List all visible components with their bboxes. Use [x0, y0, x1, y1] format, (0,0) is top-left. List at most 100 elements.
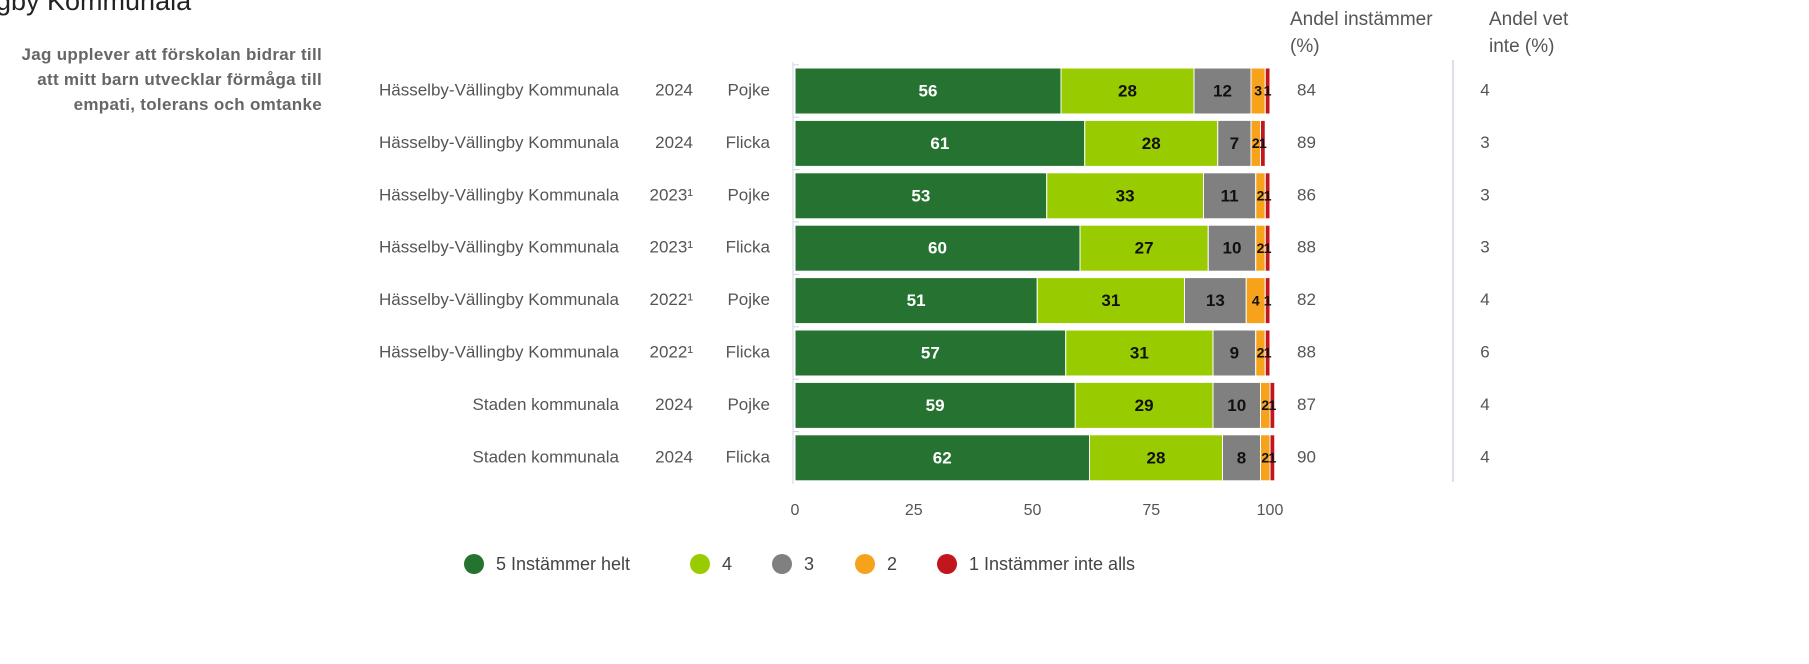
- bar-segment: [794, 329, 1067, 377]
- column-value: 4: [1480, 290, 1489, 309]
- data-label: 61: [930, 134, 949, 153]
- data-label: 1: [1268, 397, 1276, 413]
- data-label: 31: [1130, 343, 1149, 362]
- legend-marker: [690, 554, 710, 574]
- data-label: 1: [1264, 188, 1272, 204]
- data-label: 59: [926, 396, 945, 415]
- data-label: 11: [1221, 186, 1239, 205]
- legend-marker: [855, 554, 875, 574]
- bar-segment: [1264, 172, 1271, 220]
- bar-segment: [1079, 224, 1209, 272]
- group-label: Pojke: [727, 290, 770, 309]
- column-value: 89: [1297, 133, 1316, 152]
- bar-segment: [1084, 119, 1219, 167]
- bar-segment: [1269, 381, 1276, 429]
- year-label: 2022¹: [650, 342, 694, 361]
- bar-segment: [1065, 329, 1214, 377]
- row-label: Staden kommunala: [473, 447, 620, 466]
- bar-segment: [794, 434, 1090, 482]
- data-label: 2: [1261, 397, 1269, 413]
- data-label: 2: [1257, 240, 1265, 256]
- column-value: 6: [1480, 342, 1489, 361]
- row-label: Hässelby-Vällingby Kommunala: [379, 80, 620, 99]
- row-label: Hässelby-Vällingby Kommunala: [379, 290, 620, 309]
- data-label: 57: [921, 343, 940, 362]
- data-label: 33: [1116, 186, 1135, 205]
- row-label: Hässelby-Vällingby Kommunala: [379, 342, 620, 361]
- row-label: Hässelby-Vällingby Kommunala: [379, 238, 620, 257]
- group-label: Flicka: [726, 342, 771, 361]
- bar-segment: [1264, 329, 1271, 377]
- legend-label: 3: [804, 554, 814, 574]
- bar-segment: [1269, 434, 1276, 482]
- year-label: 2023¹: [650, 185, 694, 204]
- data-label: 7: [1230, 134, 1239, 153]
- row-label: Hässelby-Vällingby Kommunala: [379, 185, 620, 204]
- data-label: 1: [1264, 83, 1272, 99]
- legend-label: 4: [722, 554, 732, 574]
- bar-segment: [1074, 381, 1214, 429]
- legend-marker: [937, 554, 957, 574]
- bar-segment: [794, 119, 1086, 167]
- x-tick-label: 0: [791, 502, 800, 519]
- year-label: 2024: [655, 133, 693, 152]
- column-value: 3: [1480, 133, 1489, 152]
- column-value: 87: [1297, 395, 1316, 414]
- bar-segment: [794, 67, 1062, 115]
- legend-marker: [464, 554, 484, 574]
- column-value: 4: [1480, 447, 1489, 466]
- x-tick-label: 100: [1257, 502, 1284, 519]
- data-label: 27: [1135, 239, 1154, 258]
- data-label: 12: [1213, 81, 1232, 100]
- column-value: 88: [1297, 342, 1316, 361]
- bar-segment: [1212, 329, 1257, 377]
- bar-segment: [1184, 277, 1247, 325]
- column-header: Andel instämmer (%): [1290, 9, 1433, 57]
- column-value: 3: [1480, 185, 1489, 204]
- bar-segment: [1193, 67, 1252, 115]
- data-label: 1: [1259, 135, 1267, 151]
- data-label: 1: [1264, 345, 1272, 361]
- legend-label: 2: [887, 554, 897, 574]
- column-value: 88: [1297, 238, 1316, 257]
- bar-segment: [1036, 277, 1185, 325]
- year-label: 2023¹: [650, 238, 694, 257]
- legend-label: 5 Instämmer helt: [496, 554, 630, 574]
- x-tick-label: 25: [905, 502, 923, 519]
- data-label: 10: [1227, 396, 1246, 415]
- column-value: 4: [1480, 80, 1489, 99]
- legend-label: 1 Instämmer inte alls: [969, 554, 1135, 574]
- column-value: 86: [1297, 185, 1316, 204]
- year-label: 2024: [655, 447, 693, 466]
- bar-segment: [1207, 224, 1257, 272]
- data-label: 53: [911, 186, 930, 205]
- bar-segment: [1089, 434, 1223, 482]
- row-label: Staden kommunala: [473, 395, 620, 414]
- data-label: 51: [907, 291, 926, 310]
- group-label: Pojke: [727, 80, 770, 99]
- bar-segment: [1260, 119, 1266, 167]
- column-value: 90: [1297, 447, 1316, 466]
- data-label: 4: [1252, 292, 1260, 308]
- chart-title: gby Kommunala: [0, 0, 192, 16]
- data-label: 2: [1252, 135, 1260, 151]
- question: Jag upplever att förskolan bidrar till a…: [21, 45, 322, 114]
- bar-segment: [1264, 224, 1271, 272]
- group-label: Pojke: [727, 395, 770, 414]
- data-label: 60: [928, 239, 947, 258]
- row-label: Hässelby-Vällingby Kommunala: [379, 133, 620, 152]
- data-label: 1: [1268, 450, 1276, 466]
- year-label: 2024: [655, 395, 693, 414]
- bar-segment: [1264, 277, 1271, 325]
- data-label: 8: [1237, 448, 1246, 467]
- data-label: 1: [1264, 240, 1272, 256]
- data-label: 10: [1223, 239, 1242, 258]
- data-label: 13: [1206, 291, 1225, 310]
- bar-segment: [1060, 67, 1195, 115]
- data-label: 2: [1257, 188, 1265, 204]
- data-label: 1: [1264, 292, 1272, 308]
- data-label: 31: [1101, 291, 1120, 310]
- data-label: 2: [1261, 450, 1269, 466]
